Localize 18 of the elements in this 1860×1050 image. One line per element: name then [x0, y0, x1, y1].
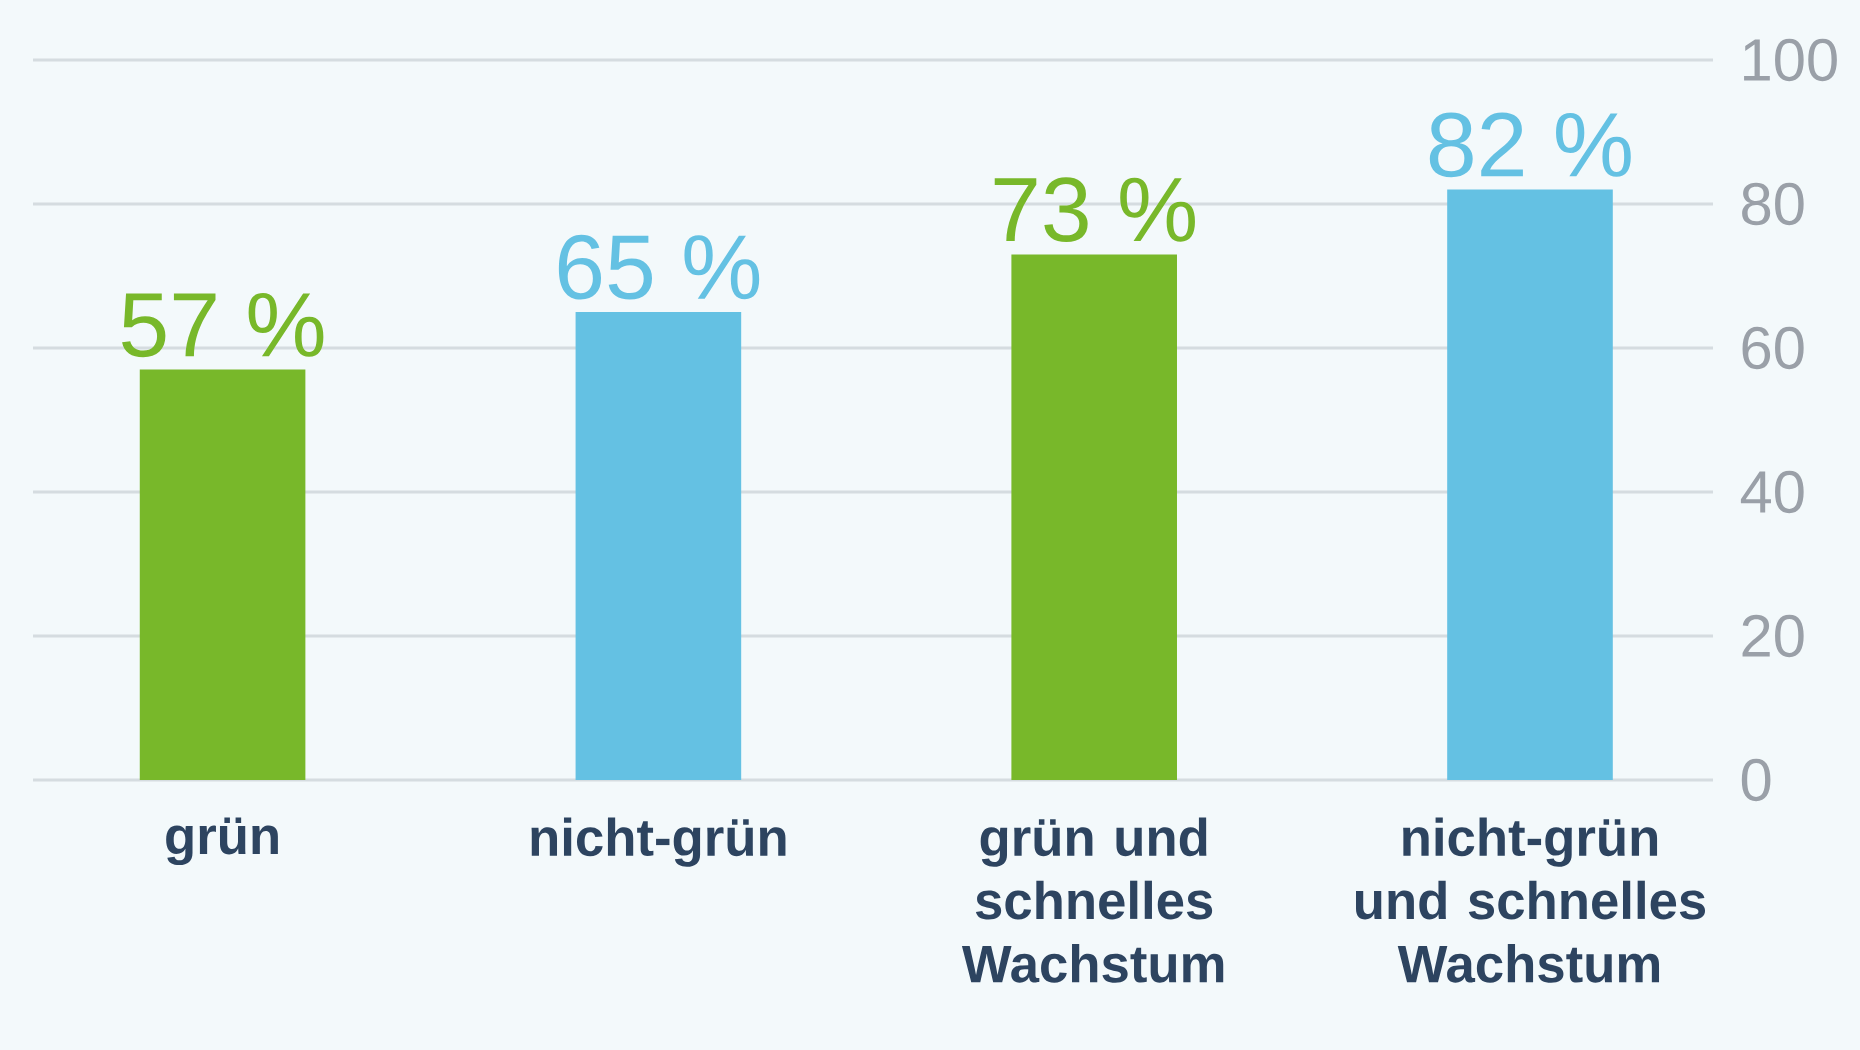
x-tick-label: nicht-grün und schnelles Wachstum	[1356, 817, 1706, 983]
y-tick-label: 80	[1742, 182, 1804, 226]
data-label: 57 %	[122, 292, 324, 358]
data-label: 65 %	[558, 234, 760, 300]
x-tick-label: grün und schnelles Wachstum	[961, 817, 1224, 983]
bar	[139, 369, 306, 781]
y-tick-label: 0	[1741, 758, 1771, 802]
bar	[1011, 254, 1177, 781]
y-tick-label: 100	[1744, 38, 1837, 82]
y-tick-label: 60	[1742, 326, 1804, 370]
data-label: 82 %	[1429, 112, 1631, 178]
bar	[575, 312, 742, 781]
bar	[1447, 189, 1613, 781]
data-label: 73 %	[994, 177, 1195, 242]
y-tick-label: 40	[1740, 470, 1804, 514]
y-tick-label: 20	[1742, 614, 1804, 658]
x-tick-label: grün	[166, 817, 278, 866]
x-tick-label: nicht-grün	[531, 817, 786, 867]
